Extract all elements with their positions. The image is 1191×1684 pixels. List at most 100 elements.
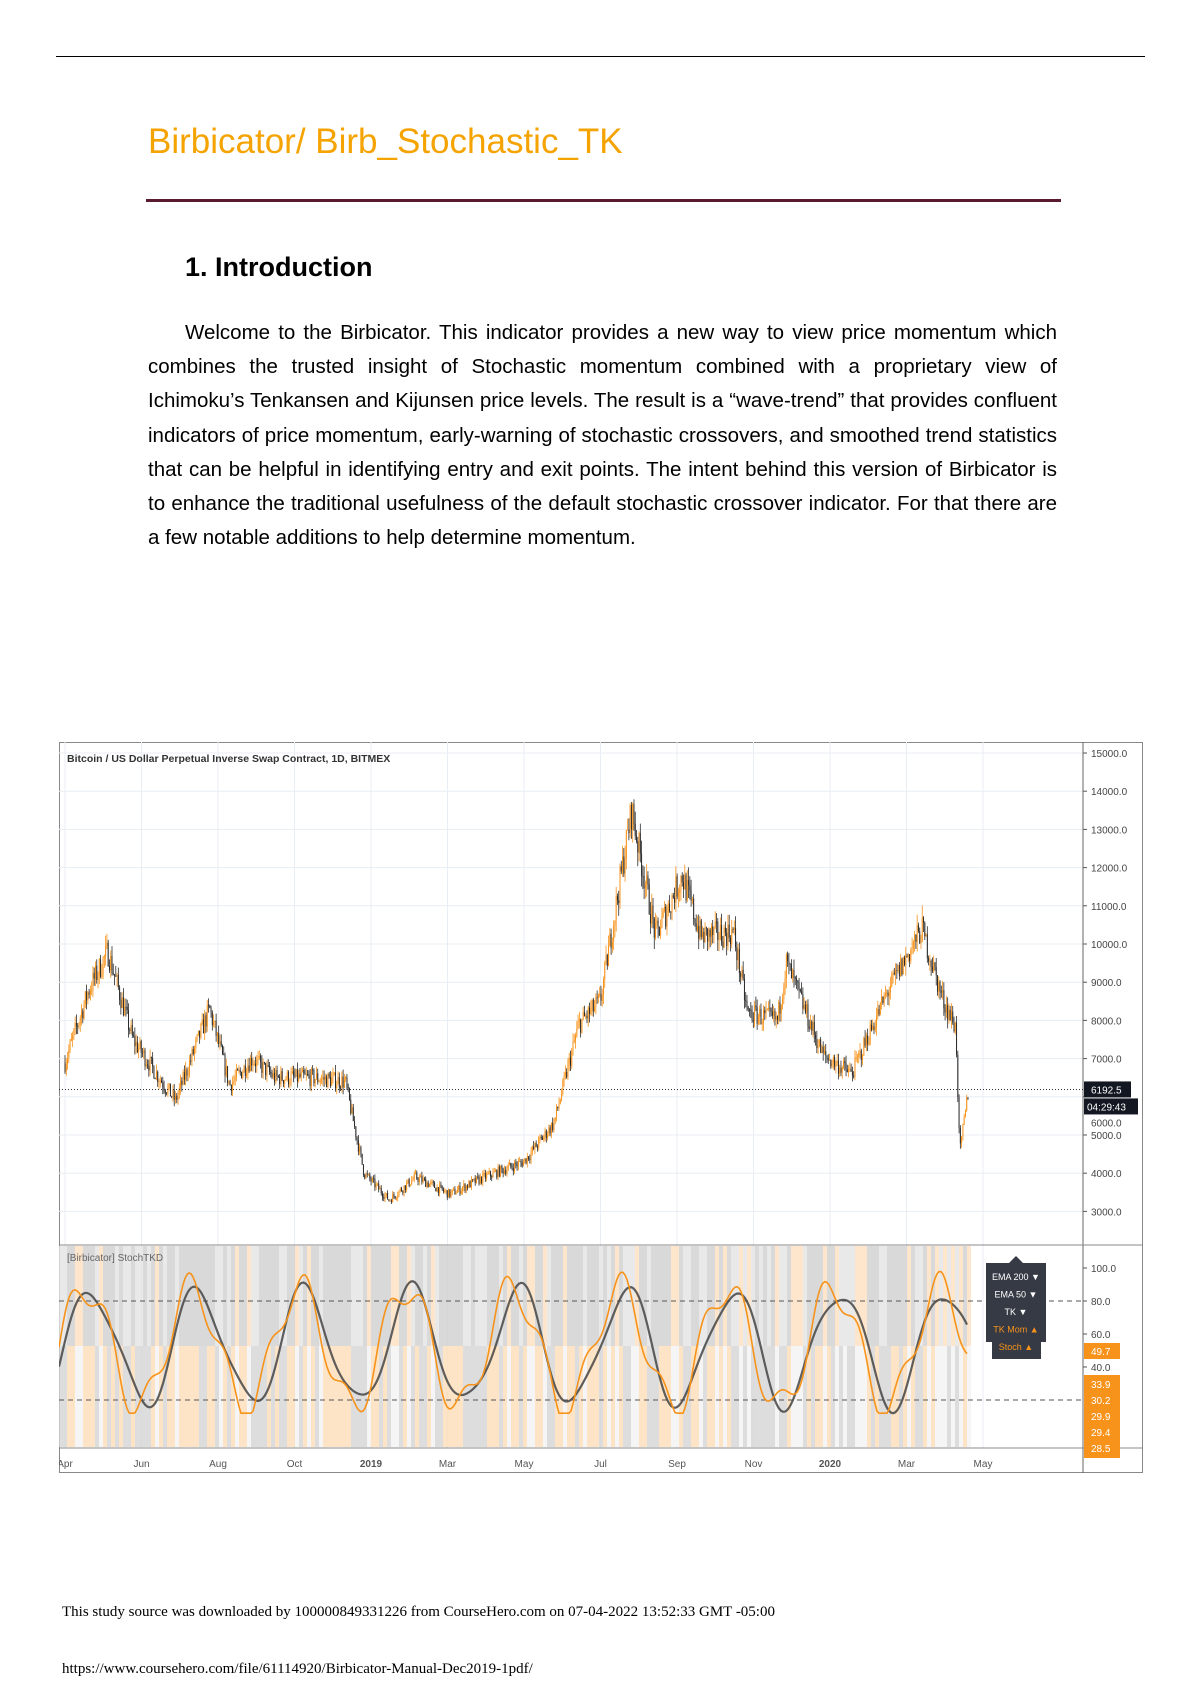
stoch-band (495, 1246, 499, 1346)
candle-body (415, 1172, 417, 1174)
candle-body (958, 1096, 960, 1128)
candle-body (474, 1178, 476, 1184)
candle-body (636, 835, 637, 841)
stoch-band (407, 1346, 411, 1447)
stoch-band (187, 1246, 191, 1346)
legend-box (986, 1263, 1046, 1359)
candle-body (690, 890, 692, 901)
candle-body (486, 1173, 488, 1179)
stoch-band (859, 1346, 863, 1447)
stoch-band (907, 1246, 911, 1346)
candle-body (286, 1071, 288, 1080)
candle-body (682, 882, 684, 890)
candle-body (862, 1055, 864, 1060)
candle-body (643, 876, 645, 889)
candle-body (135, 1041, 137, 1047)
candle-body (116, 974, 118, 977)
candle-body (628, 829, 630, 834)
candle-body (366, 1173, 368, 1175)
candle-body (355, 1126, 357, 1138)
candle-body (388, 1199, 390, 1201)
candle-body (820, 1039, 822, 1054)
stoch-band (579, 1246, 583, 1346)
stoch-band (599, 1246, 603, 1346)
stoch-band (731, 1346, 735, 1447)
candle-body (658, 926, 660, 936)
stoch-band (475, 1346, 479, 1447)
candle-body (412, 1179, 414, 1181)
candle-body (141, 1052, 143, 1054)
candle-body (517, 1161, 519, 1167)
stoch-band (655, 1346, 659, 1447)
candle-body (379, 1188, 381, 1190)
stoch-band (131, 1346, 135, 1447)
candle-body (383, 1197, 385, 1199)
stoch-band (271, 1346, 275, 1447)
stoch-band (371, 1346, 375, 1447)
stoch-band (667, 1246, 671, 1346)
value-label: 29.9 (1091, 1412, 1111, 1423)
value-label: 28.5 (1091, 1444, 1111, 1455)
candle-body (961, 1136, 963, 1144)
candle-body (270, 1072, 272, 1074)
candle-body (166, 1092, 168, 1094)
candle-body (817, 1046, 819, 1049)
stoch-band (743, 1246, 747, 1346)
candle-body (352, 1107, 354, 1122)
stoch-band (259, 1346, 263, 1447)
candle-body (181, 1080, 183, 1085)
stoch-band (791, 1346, 795, 1447)
candle-body (672, 895, 674, 898)
source-url[interactable]: https://www.coursehero.com/file/61114920… (62, 1661, 533, 1677)
candle-body (911, 948, 913, 951)
stoch-band (919, 1346, 923, 1447)
candle-body (573, 1040, 575, 1042)
candle-body (576, 1028, 578, 1036)
stoch-band (347, 1246, 351, 1346)
candle-body (214, 1020, 216, 1022)
stoch-band (227, 1346, 231, 1447)
stoch-band (831, 1246, 835, 1346)
candle-body (699, 920, 701, 939)
candle-body (382, 1193, 383, 1198)
candle-body (450, 1191, 452, 1197)
candle-body (952, 1011, 954, 1023)
stoch-band (875, 1346, 879, 1447)
candle-body (760, 1008, 762, 1024)
candle-body (709, 929, 711, 937)
candle-body (742, 969, 744, 979)
candle-body (902, 957, 904, 975)
stoch-band (467, 1246, 471, 1346)
candle-body (463, 1184, 465, 1188)
stoch-band (843, 1346, 847, 1447)
stoch-band (171, 1346, 175, 1447)
stoch-band (923, 1246, 927, 1346)
candle-body (515, 1162, 517, 1165)
candle-body (407, 1179, 409, 1183)
stoch-band (959, 1346, 963, 1447)
last-price-badge (1084, 1081, 1131, 1098)
candle-body (888, 992, 890, 997)
stoch-band (95, 1346, 99, 1447)
candle-body (667, 903, 669, 914)
stoch-band (103, 1246, 107, 1346)
stoch-band (391, 1246, 395, 1346)
candle-body (883, 995, 885, 1003)
stoch-band (347, 1346, 351, 1447)
stoch-band (195, 1246, 199, 1346)
stoch-band (359, 1246, 363, 1346)
candle-body (206, 1005, 208, 1027)
stoch-band (519, 1246, 523, 1346)
stoch-band (447, 1346, 451, 1447)
stoch-band (519, 1346, 523, 1447)
stoch-band (191, 1246, 195, 1346)
candle-body (855, 1057, 857, 1059)
stoch-band (331, 1346, 335, 1447)
stoch-band (231, 1346, 235, 1447)
candle-body (441, 1185, 443, 1190)
candle-body (856, 1057, 858, 1059)
stoch-band (411, 1246, 415, 1346)
candle-body (176, 1095, 178, 1100)
candle-body (525, 1158, 527, 1164)
candle-body (468, 1181, 470, 1188)
